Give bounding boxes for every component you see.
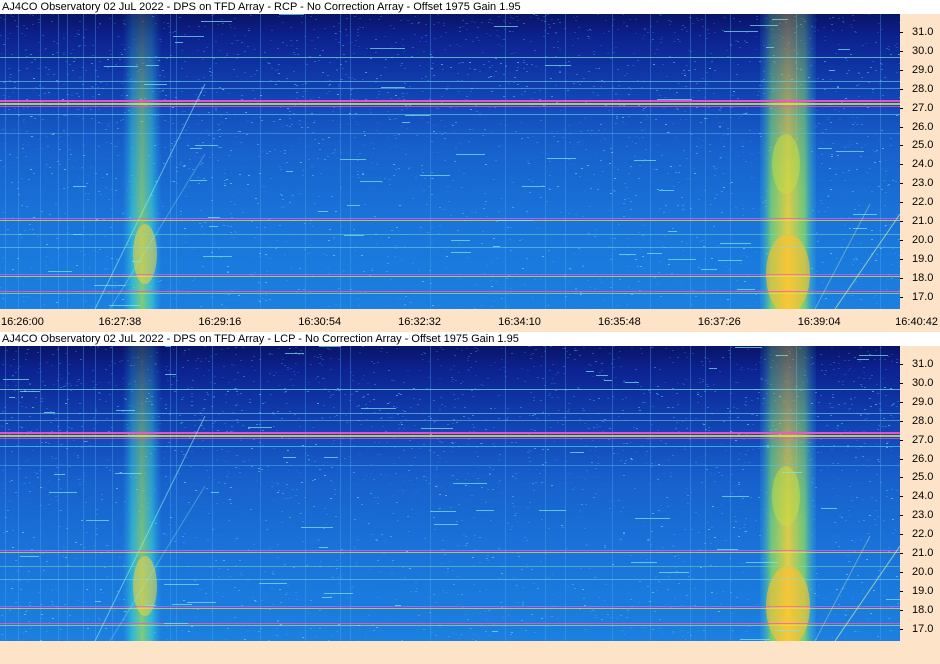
frequency-label: 20.0 [912,234,934,246]
frequency-tick [900,108,903,109]
lcp-frequency-axis: 31.0 30.0 29.0 28.0 27.0 26.0 25.0 24.0 23.0 22.0… [900,346,940,641]
frequency-label: 22.0 [912,196,934,208]
frequency-tick [900,364,903,365]
frequency-label: 22.0 [912,528,934,540]
frequency-label: 21.0 [912,547,934,559]
frequency-tick [900,297,903,298]
frequency-tick [900,145,903,146]
frequency-tick [900,477,903,478]
frequency-tick [900,553,903,554]
frequency-label: 23.0 [912,509,934,521]
frequency-tick [900,32,903,33]
frequency-tick [900,259,903,260]
frequency-label: 26.0 [912,121,934,133]
frequency-tick [900,515,903,516]
frequency-tick [900,164,903,165]
frequency-label: 24.0 [912,158,934,170]
frequency-tick [900,383,903,384]
frequency-label: 25.0 [912,471,934,483]
rcp-frequency-axis: 31.0 30.0 29.0 28.0 27.0 26.0 25.0 24.0 23.0 22.0… [900,14,940,309]
rcp-panel-title: AJ4CO Observatory 02 JuL 2022 - DPS on T… [2,1,521,13]
frequency-label: 19.0 [912,585,934,597]
time-label: 16:34:10 [498,316,541,328]
frequency-label: 21.0 [912,215,934,227]
time-label: 16:40:42 [895,316,938,328]
frequency-tick [900,70,903,71]
frequency-label: 18.0 [912,604,934,616]
frequency-label: 30.0 [912,45,934,57]
frequency-label: 23.0 [912,177,934,189]
frequency-label: 26.0 [912,453,934,465]
frequency-label: 17.0 [912,623,934,635]
time-axis: 16:26:00 16:27:38 16:29:16 16:30:54 16:32:32… [0,309,940,332]
lcp-spectrogram[interactable] [0,346,900,641]
frequency-label: 27.0 [912,434,934,446]
time-label: 16:35:48 [597,316,641,328]
frequency-label: 31.0 [912,358,934,370]
frequency-tick [900,534,903,535]
frequency-label: 28.0 [912,415,934,427]
frequency-tick [900,440,903,441]
frequency-tick [900,221,903,222]
frequency-label: 29.0 [912,64,934,76]
frequency-label: 20.0 [912,566,934,578]
time-label: 16:37:26 [697,316,741,328]
frequency-tick [900,629,903,630]
frequency-tick [900,402,903,403]
frequency-tick [900,572,903,573]
frequency-label: 19.0 [912,253,934,265]
lcp-panel-title: AJ4CO Observatory 02 JuL 2022 - DPS on T… [2,333,519,345]
frequency-label: 29.0 [912,396,934,408]
time-label: 16:29:16 [198,316,242,328]
frequency-tick [900,89,903,90]
frequency-label: 27.0 [912,102,934,114]
frequency-label: 30.0 [912,377,934,389]
frequency-label: 24.0 [912,490,934,502]
spectrogram-image [0,14,900,309]
frequency-tick [900,183,903,184]
frequency-label: 28.0 [912,83,934,95]
time-label: 16:27:38 [98,316,142,328]
frequency-label: 31.0 [912,26,934,38]
frequency-tick [900,610,903,611]
time-label: 16:32:32 [398,316,442,328]
frequency-label: 18.0 [912,272,934,284]
frequency-tick [900,240,903,241]
spectrogram-image [0,346,900,641]
time-label: 16:39:04 [797,316,841,328]
frequency-tick [900,127,903,128]
frequency-label: 25.0 [912,139,934,151]
frequency-tick [900,202,903,203]
frequency-tick [900,421,903,422]
frequency-tick [900,278,903,279]
frequency-tick [900,51,903,52]
rcp-spectrogram[interactable] [0,14,900,309]
time-label: 16:26:00 [1,316,44,328]
frequency-tick [900,591,903,592]
time-label: 16:30:54 [298,316,342,328]
frequency-tick [900,496,903,497]
frequency-label: 17.0 [912,291,934,303]
frequency-tick [900,459,903,460]
bottom-status-strip [0,641,940,664]
